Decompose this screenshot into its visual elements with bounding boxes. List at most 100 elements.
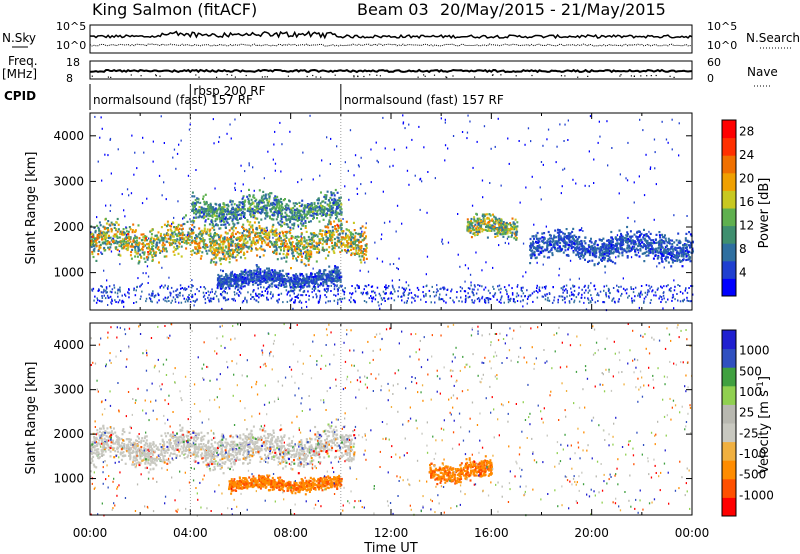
nave-point — [195, 74, 197, 76]
data-cell — [222, 218, 225, 221]
data-cell — [620, 240, 622, 243]
data-cell — [620, 294, 622, 297]
data-cell — [484, 286, 487, 289]
data-cell — [291, 215, 294, 218]
data-cell — [183, 233, 186, 237]
data-cell — [203, 215, 206, 218]
data-cell — [215, 203, 218, 206]
data-cell — [92, 233, 95, 237]
data-cell — [244, 235, 247, 238]
data-cell — [552, 245, 555, 248]
data-cell — [363, 237, 366, 240]
data-cell — [249, 225, 252, 228]
data-cell — [244, 216, 246, 219]
data-cell — [283, 281, 286, 284]
data-cell — [329, 211, 332, 214]
data-cell — [340, 213, 343, 216]
data-cell — [280, 243, 282, 246]
data-cell — [278, 273, 280, 276]
data-cell — [273, 272, 276, 275]
data-cell — [577, 293, 580, 296]
data-cell — [230, 280, 233, 283]
data-cell — [471, 288, 474, 291]
data-cell — [293, 208, 296, 211]
data-cell — [325, 194, 328, 197]
data-cell — [299, 252, 302, 255]
data-cell — [302, 217, 305, 220]
data-cell — [103, 288, 105, 291]
data-cell — [151, 245, 154, 248]
data-cell — [155, 243, 158, 246]
data-cell — [268, 276, 270, 279]
data-cell — [127, 291, 129, 294]
data-cell — [351, 241, 354, 244]
data-cell — [278, 200, 281, 203]
data-cell — [485, 297, 488, 299]
data-cell — [332, 206, 335, 209]
data-cell — [282, 232, 284, 235]
data-cell — [312, 247, 315, 250]
data-cell — [134, 246, 137, 249]
data-cell — [231, 244, 234, 247]
data-cell — [195, 246, 198, 249]
data-cell — [166, 297, 168, 300]
data-cell — [187, 232, 190, 235]
nave-point — [363, 75, 365, 78]
data-cell — [489, 225, 492, 228]
data-cell — [260, 274, 263, 278]
data-cell — [678, 258, 681, 262]
data-cell — [576, 245, 579, 248]
data-cell — [160, 226, 163, 229]
data-cell — [668, 248, 671, 251]
data-cell — [193, 195, 196, 198]
data-cell — [300, 238, 303, 241]
nave-point — [315, 76, 317, 78]
data-cell — [569, 239, 572, 242]
data-cell — [666, 241, 669, 244]
data-cell — [498, 230, 501, 234]
data-cell — [628, 245, 631, 248]
data-cell — [256, 206, 259, 209]
data-cell — [157, 231, 160, 234]
data-cell — [249, 210, 252, 213]
data-cell — [626, 225, 629, 229]
data-cell — [574, 246, 577, 249]
data-cell — [504, 222, 507, 225]
data-cell — [330, 214, 333, 217]
data-cell — [265, 276, 268, 279]
data-cell — [350, 236, 353, 239]
data-cell — [210, 210, 212, 213]
data-cell — [136, 252, 139, 255]
data-cell — [310, 255, 313, 258]
data-cell — [350, 253, 353, 257]
data-cell — [303, 246, 306, 249]
data-cell — [271, 213, 274, 216]
data-cell — [365, 301, 368, 304]
data-cell — [344, 244, 347, 247]
data-cell — [672, 259, 674, 262]
data-cell — [336, 229, 339, 232]
data-cell — [273, 242, 276, 245]
data-cell — [197, 244, 200, 247]
data-cell — [328, 251, 331, 254]
data-cell — [248, 228, 251, 231]
data-cell — [191, 209, 194, 213]
data-cell — [562, 291, 564, 294]
data-cell — [227, 238, 230, 241]
data-cell — [219, 262, 222, 266]
data-cell — [648, 236, 650, 239]
data-cell — [291, 223, 294, 226]
data-cell — [216, 279, 219, 282]
data-cell — [621, 236, 624, 240]
data-cell — [169, 237, 172, 240]
data-cell — [229, 216, 232, 219]
data-cell — [199, 201, 202, 204]
data-cell — [238, 279, 241, 282]
data-cell — [115, 233, 118, 236]
data-cell — [255, 210, 258, 213]
data-cell — [354, 290, 357, 293]
data-cell — [100, 231, 103, 234]
data-cell — [105, 227, 108, 230]
data-cell — [156, 301, 159, 304]
data-cell — [220, 234, 223, 237]
